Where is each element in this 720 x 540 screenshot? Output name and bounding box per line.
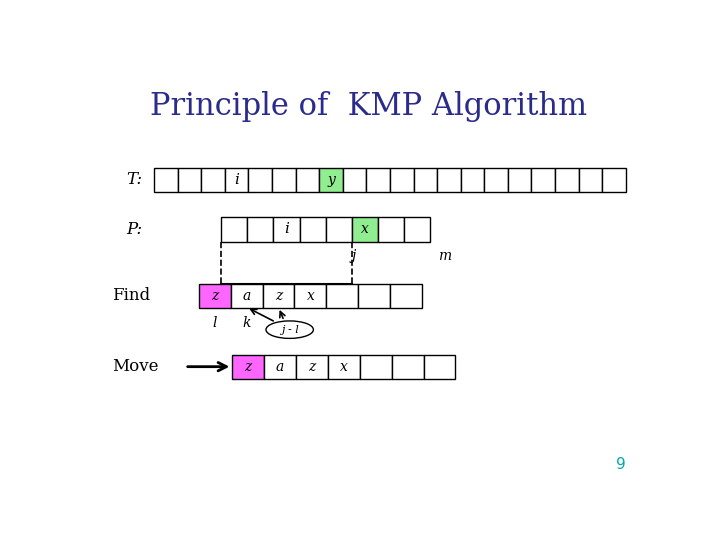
Bar [404,218,431,241]
Bar [352,218,378,241]
Bar [325,218,352,241]
Bar [326,284,359,308]
Bar [263,284,294,308]
Bar [248,167,272,192]
Text: T:: T: [126,171,143,188]
Text: k: k [243,316,251,330]
Bar [531,167,555,192]
Text: i: i [284,222,289,237]
Bar [274,218,300,241]
Bar [508,167,531,192]
Bar [360,355,392,379]
Bar [233,355,264,379]
Bar [378,218,404,241]
Bar [390,167,413,192]
Bar [199,284,230,308]
Text: z: z [245,360,252,374]
Bar [296,355,328,379]
Bar [366,167,390,192]
Text: 9: 9 [616,457,626,472]
Bar [300,218,325,241]
Text: x: x [340,360,348,374]
Text: y: y [327,173,335,186]
Text: P:: P: [126,221,143,238]
Bar [343,167,366,192]
Text: i: i [234,173,239,186]
Text: x: x [307,289,315,303]
Bar [202,167,225,192]
Text: m: m [438,249,451,263]
Text: a: a [276,360,284,374]
Bar [437,167,461,192]
Bar [392,355,423,379]
Text: l: l [212,316,217,330]
Bar [461,167,485,192]
Bar [359,284,390,308]
Text: j - l: j - l [281,325,299,335]
Bar [579,167,602,192]
Text: Find: Find [112,287,150,305]
Text: j: j [351,249,356,263]
Bar [264,355,296,379]
Bar [272,167,296,192]
Text: Move: Move [112,358,159,375]
Bar [319,167,343,192]
Bar [230,284,263,308]
Bar [154,167,178,192]
Bar [225,167,248,192]
Text: Principle of  KMP Algorithm: Principle of KMP Algorithm [150,91,588,122]
Bar [423,355,456,379]
Text: z: z [211,289,218,303]
Bar [296,167,319,192]
Bar [413,167,437,192]
Bar [247,218,274,241]
Text: z: z [275,289,282,303]
Bar [485,167,508,192]
Bar [221,218,247,241]
Bar [294,284,326,308]
Bar [390,284,422,308]
Text: z: z [308,360,315,374]
Bar [602,167,626,192]
Bar [555,167,579,192]
Text: a: a [243,289,251,303]
Bar [178,167,202,192]
Ellipse shape [266,321,313,339]
Bar [328,355,360,379]
Text: x: x [361,222,369,237]
